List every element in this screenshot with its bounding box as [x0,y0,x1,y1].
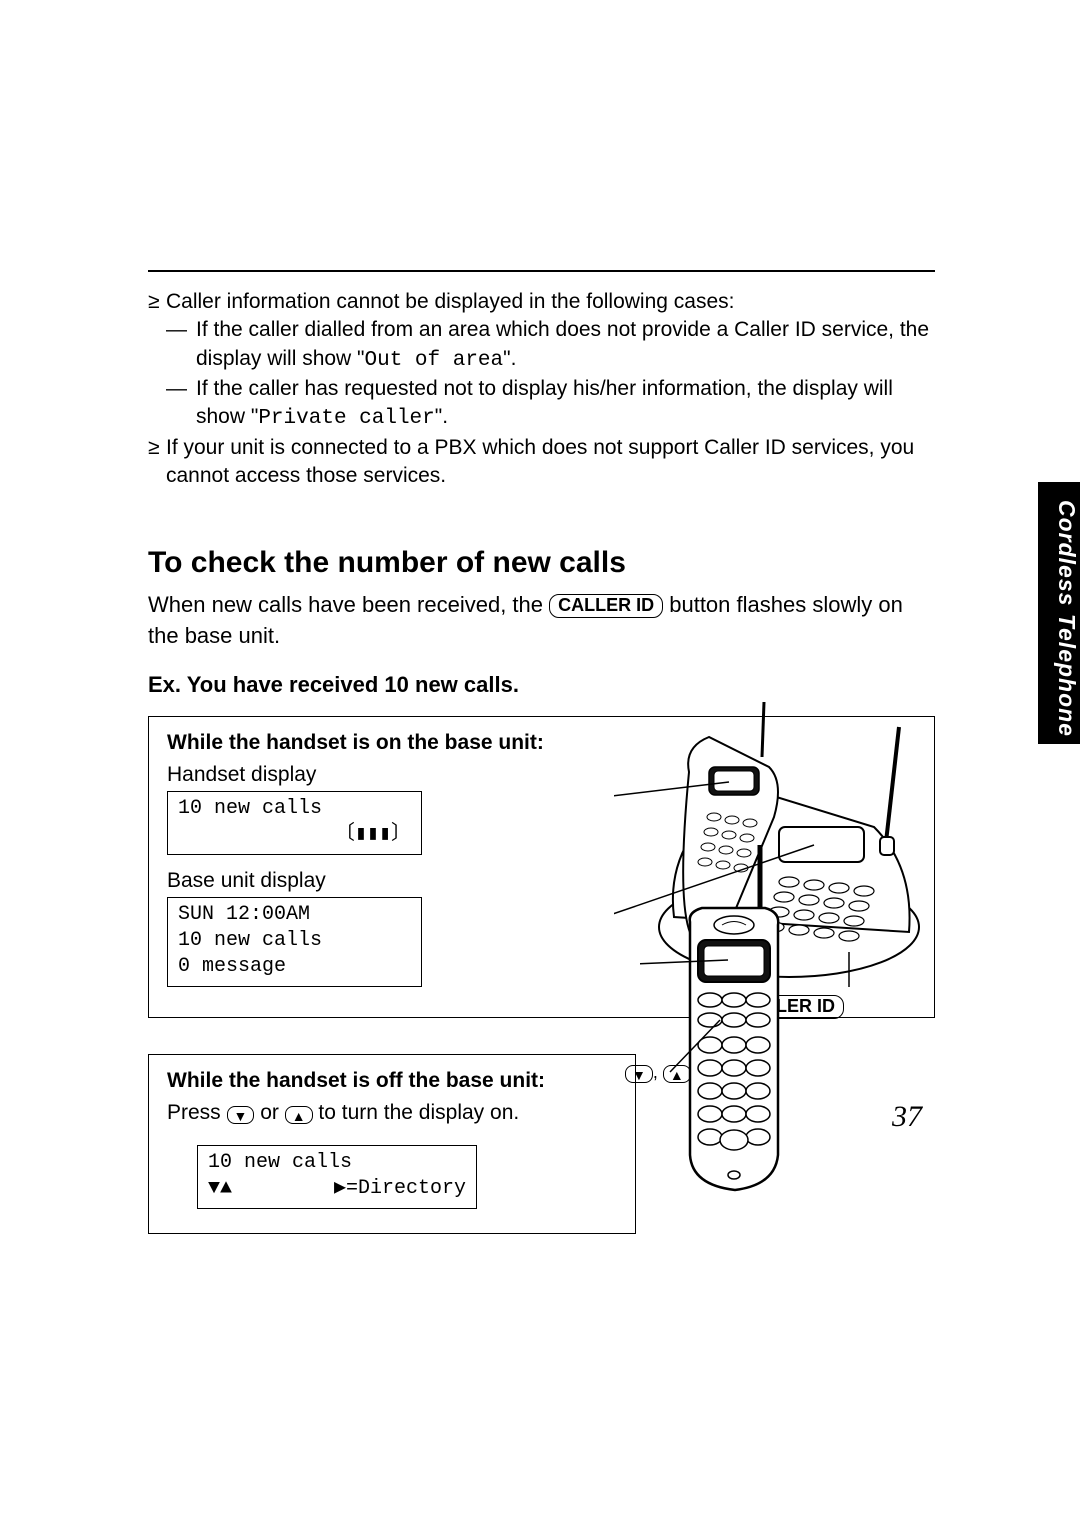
arrow-keys-callout: ▼, ▲ [625,1062,691,1083]
bullet-icon: ≥ [148,434,166,491]
down-button-icon: ▼ [625,1065,653,1083]
lcd-line: 10 new calls [208,1150,466,1176]
note-text: If your unit is connected to a PBX which… [166,434,935,491]
note-text: If the caller has requested not to displ… [196,375,935,434]
handset-illustration [640,840,820,1200]
note-text: If the caller dialled from an area which… [196,316,935,375]
lcd-line: ▼▲ ▶=Directory [208,1176,466,1202]
up-button-icon: ▲ [663,1065,691,1083]
lcd-line: 10 new calls [178,796,411,822]
horizontal-rule [148,270,935,272]
note-text: Caller information cannot be displayed i… [166,288,735,316]
caller-id-key-label: CALLER ID [549,594,663,618]
lcd-battery-icon: 〔▮▮▮〕 [178,822,411,848]
handset-lcd: 10 new calls 〔▮▮▮〕 [167,791,422,855]
diagram-off-base: While the handset is off the base unit: … [148,1054,636,1234]
intro-notes: ≥ Caller information cannot be displayed… [148,288,935,490]
down-button-icon: ▼ [227,1106,255,1124]
page-number: 37 [892,1100,922,1134]
manual-page: Cordless Telephone ≥ Caller information … [0,0,1080,1528]
dash-icon: — [166,316,196,375]
lcd-line: SUN 12:00AM [178,902,411,928]
base-lcd: SUN 12:00AM 10 new calls 0 message [167,897,422,987]
lcd-line: 10 new calls [178,928,411,954]
section-body: When new calls have been received, the C… [148,590,935,652]
handset-lcd: 10 new calls ▼▲ ▶=Directory [197,1145,477,1209]
diagram-title: While the handset is off the base unit: [167,1069,617,1093]
up-button-icon: ▲ [285,1106,313,1124]
section-heading: To check the number of new calls [148,546,935,580]
section-tab: Cordless Telephone [1038,482,1080,744]
press-instruction: Press ▼ or ▲ to turn the display on. [167,1101,617,1125]
dash-icon: — [166,375,196,434]
bullet-icon: ≥ [148,288,166,316]
lcd-line: 0 message [178,954,411,980]
